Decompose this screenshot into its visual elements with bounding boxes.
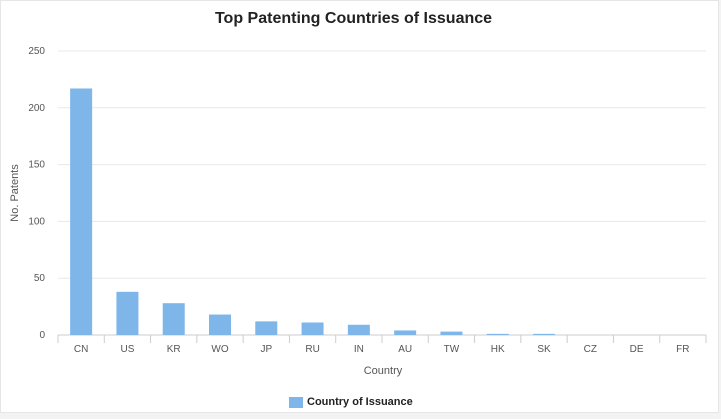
x-tick-label: SK <box>537 344 551 355</box>
x-tick-label: HK <box>491 344 505 355</box>
x-tick-label: WO <box>211 344 228 355</box>
x-tick-label: IN <box>354 344 364 355</box>
bar-au[interactable] <box>394 330 417 335</box>
legend-swatch <box>289 396 303 408</box>
x-tick-label: KR <box>167 344 181 355</box>
x-tick-label: DE <box>630 344 644 355</box>
chart-title: Top Patenting Countries of Issuance <box>214 10 493 27</box>
y-tick-label: 150 <box>28 160 45 171</box>
x-tick-label: CZ <box>584 344 597 355</box>
bar-us[interactable] <box>116 291 139 335</box>
y-axis-ticks: 0 50 100 150 200 250 <box>28 46 45 341</box>
legend-label: Country of Issuance <box>307 396 413 408</box>
bar-tw[interactable] <box>440 331 463 335</box>
y-axis-title: No. Patents <box>9 164 21 222</box>
x-tick-label: US <box>120 344 134 355</box>
bar-jp[interactable] <box>255 321 278 335</box>
bar-wo[interactable] <box>209 314 231 335</box>
x-axis-ticks: CN US KR WO JP RU IN AU TW HK SK CZ DE FR <box>57 335 707 355</box>
x-tick-label: CN <box>74 344 88 355</box>
x-axis-title: Country <box>364 365 403 377</box>
grid-lines <box>58 50 706 336</box>
bar-cn[interactable] <box>70 88 93 335</box>
y-tick-label: 100 <box>28 216 45 227</box>
bar-sk[interactable] <box>533 333 555 335</box>
y-tick-label: 50 <box>34 273 46 284</box>
bars <box>70 88 555 335</box>
y-tick-label: 0 <box>39 330 45 341</box>
legend[interactable]: Country of Issuance <box>289 396 413 408</box>
x-tick-label: JP <box>260 344 272 355</box>
x-tick-label: RU <box>305 344 319 355</box>
bar-ru[interactable] <box>301 322 324 335</box>
x-tick-label: FR <box>676 344 689 355</box>
bar-kr[interactable] <box>162 303 185 335</box>
x-tick-label: TW <box>444 344 460 355</box>
y-tick-label: 250 <box>28 46 45 57</box>
x-tick-label: AU <box>398 344 412 355</box>
bar-in[interactable] <box>347 324 370 335</box>
y-tick-label: 200 <box>28 103 45 114</box>
bar-hk[interactable] <box>486 333 509 335</box>
